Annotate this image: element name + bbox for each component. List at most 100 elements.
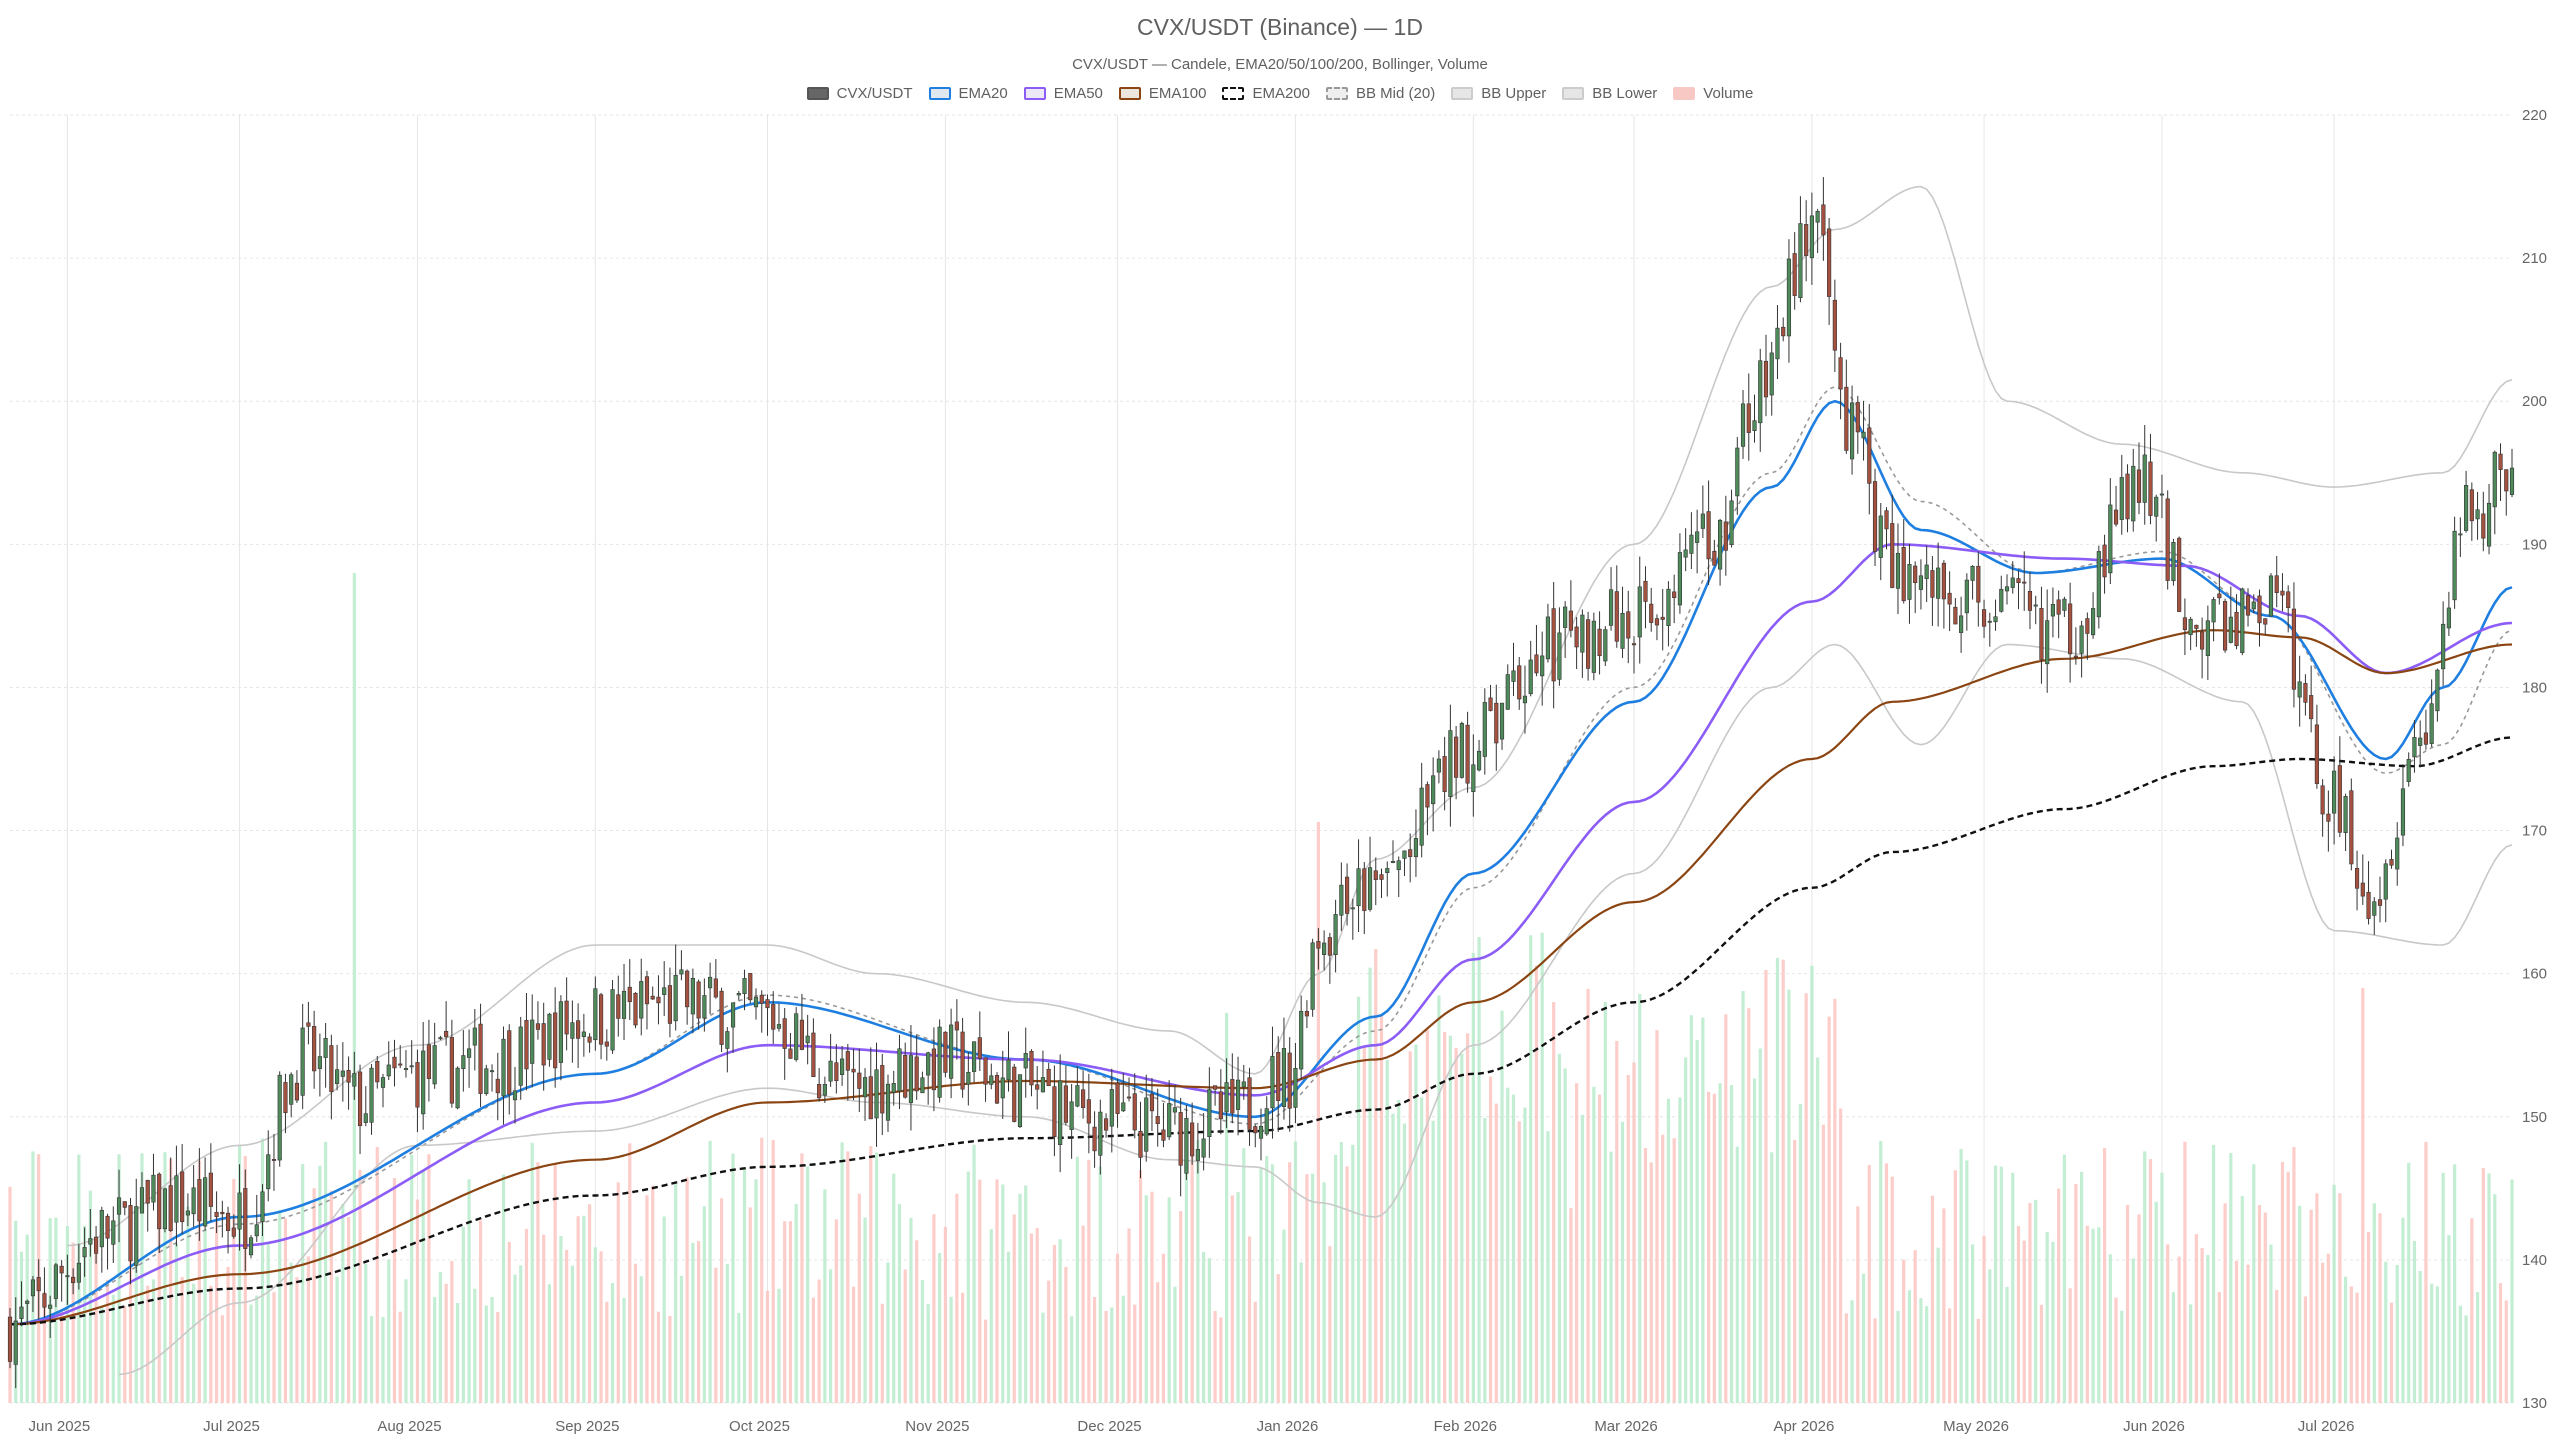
volume-bar [834,1219,838,1403]
volume-bar [100,1305,104,1403]
legend-item-bb-upper[interactable]: BB Upper [1451,85,1546,102]
volume-bar [1173,1286,1177,1403]
volume-bar [415,1199,420,1403]
volume-bar [938,1253,942,1403]
candle-body [1035,1084,1040,1090]
volume-bar [2481,1168,2485,1403]
candle-body [1769,352,1774,396]
candle-body [713,978,718,998]
candle-body [1827,228,1832,297]
volume-bar [2005,1286,2009,1403]
candle-body [415,1062,420,1108]
candle-body [891,1083,896,1093]
candle-body [403,1068,409,1070]
candle-body [1907,564,1912,600]
volume-bar [1293,1141,1298,1403]
volume-bar [272,1292,276,1403]
volume-bar [978,1179,982,1403]
volume-bar [800,1153,804,1403]
volume-bar [358,1169,362,1403]
candle-body [2068,603,2073,655]
volume-bar [1035,1228,1039,1403]
volume-bar [622,1297,626,1403]
legend-item-bb-lower[interactable]: BB Lower [1562,85,1657,102]
candle-body [197,1179,202,1222]
candle-body [1448,730,1453,797]
candle-body [1660,616,1665,620]
candle-body [157,1173,162,1230]
volume-bar [450,1261,454,1403]
legend-label: EMA200 [1252,85,1310,102]
volume-bar [1563,1068,1567,1403]
volume-bar [2498,1283,2503,1403]
candle-body [2142,454,2147,503]
candle-body [914,1056,919,1092]
volume-bar [1161,1253,1166,1403]
candle-body [2486,502,2492,547]
volume-bar [668,1315,672,1403]
candle-body [1563,606,1568,628]
volume-bar [2321,1262,2325,1403]
candle-body [2131,465,2136,522]
volume-bar [530,1142,534,1403]
volume-bar [542,1234,546,1403]
y-tick-label: 180 [2522,679,2547,696]
volume-bar [1070,1316,1074,1403]
legend-item-bb-mid-20[interactable]: BB Mid (20) [1326,85,1435,102]
volume-bar [1460,1053,1464,1403]
candle-body [1258,1125,1264,1139]
candle-body [2395,837,2400,870]
legend-label: BB Upper [1481,85,1547,102]
volume-bar [1288,1162,1292,1403]
volume-bar [926,1304,930,1403]
candle-body [99,1209,104,1248]
candle-body [2050,604,2055,617]
volume-bar [2298,1205,2302,1403]
volume-bar [811,1297,815,1403]
volume-bar [1993,1165,1998,1403]
volume-bar [1884,1163,1889,1403]
legend-item-ema50[interactable]: EMA50 [1023,85,1103,102]
volume-bar [2189,1304,2193,1403]
candle-body [208,1172,213,1207]
volume-bar [226,1266,230,1403]
legend-item-ema20[interactable]: EMA20 [928,85,1008,102]
volume-bar [404,1279,408,1403]
candle-body [1586,619,1591,669]
candle-body [478,1023,483,1094]
volume-bar [714,1267,718,1403]
volume-bar [1540,932,1544,1403]
candle-body [1574,626,1579,648]
candle-body [1281,1048,1287,1107]
volume-bar [192,1283,196,1403]
candle-body [1844,386,1849,451]
candle-body [2188,618,2193,635]
volume-bar [2148,1159,2153,1403]
volume-bar [1270,1164,1275,1403]
candle-body [1643,580,1648,602]
volume-bar [846,1151,850,1403]
candle-body [2423,732,2429,745]
volume-bar [2338,1193,2342,1403]
legend-label: BB Lower [1592,85,1658,102]
volume-bar [2430,1283,2434,1403]
volume-bar [94,1248,98,1403]
volume-bar [674,1184,678,1403]
volume-bar [266,1243,270,1403]
candle-body [1867,427,1872,484]
candle-body [1654,618,1660,626]
volume-bar [1385,1060,1389,1403]
legend-item-ema200[interactable]: EMA200 [1222,85,1310,102]
legend-item-cvx-usdt[interactable]: CVX/USDT [806,85,913,102]
legend-item-ema100[interactable]: EMA100 [1118,85,1206,102]
volume-bar [1483,1117,1487,1403]
legend-item-volume[interactable]: Volume [1673,85,1753,102]
volume-bar [249,1304,253,1403]
candle-body [799,1019,804,1050]
candle-body [1431,775,1436,805]
volume-bar [777,1288,781,1403]
volume-bar [151,1279,156,1403]
volume-bar [2102,1148,2107,1403]
volume-bar [2177,1256,2181,1403]
candle-body [1006,1059,1011,1081]
